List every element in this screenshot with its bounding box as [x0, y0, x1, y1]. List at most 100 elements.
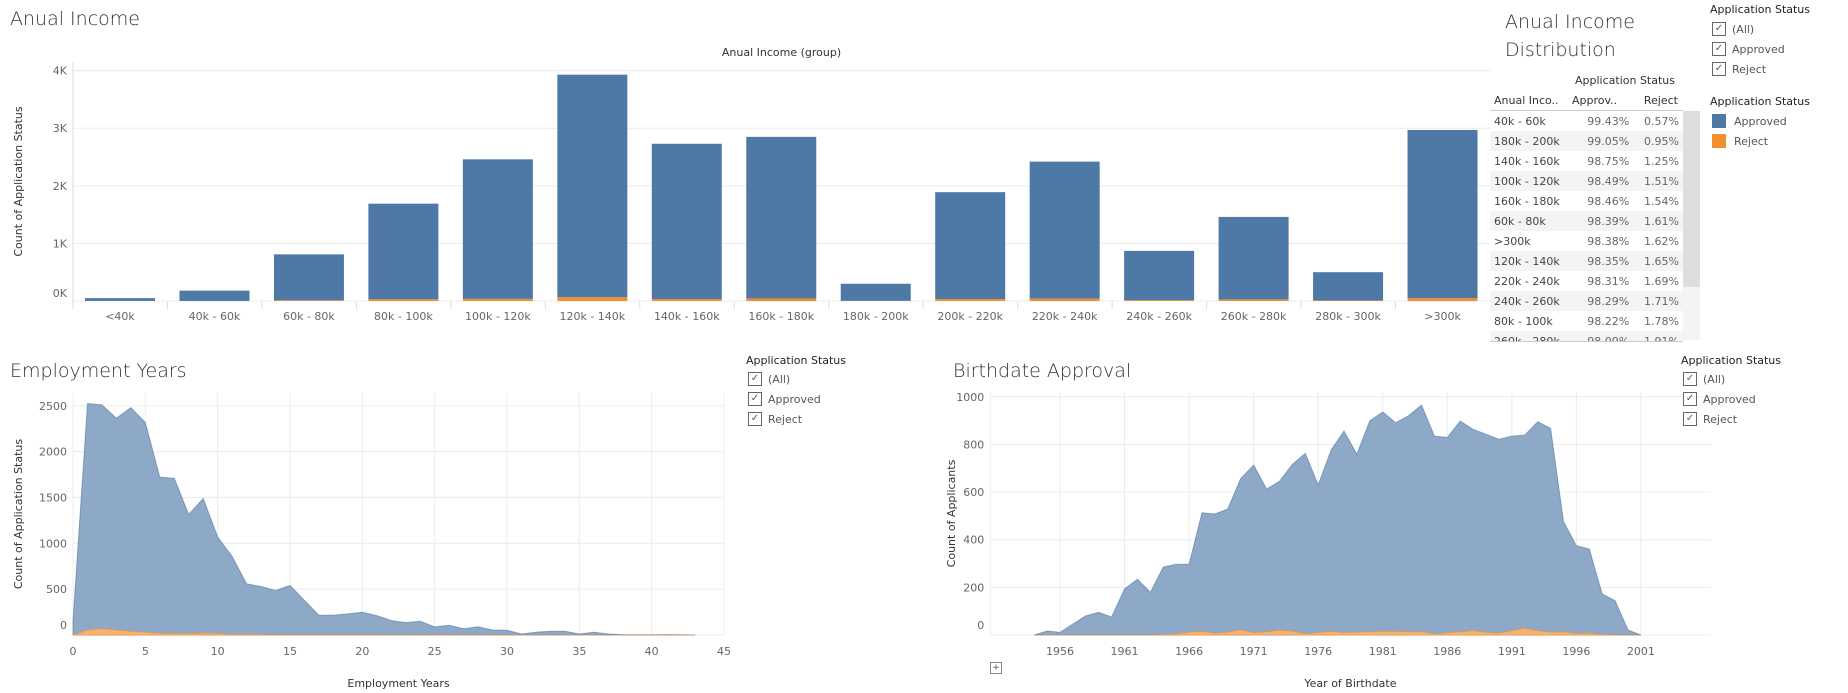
table-row[interactable]: 220k - 240k 98.31% 1.69%: [1490, 271, 1683, 291]
color-legend-title: Application Status: [1710, 95, 1811, 108]
filter-option-all[interactable]: ✓ (All): [1683, 372, 1725, 386]
filter-option-reject[interactable]: ✓ Reject: [1683, 412, 1737, 426]
x-tick-label: 25: [428, 645, 442, 658]
bar-approved: [935, 192, 1006, 300]
bar-reject: [1218, 299, 1289, 301]
filter-title: Application Status: [1710, 3, 1811, 16]
table-row[interactable]: 260k - 280k 98.09% 1.91%: [1490, 331, 1683, 341]
filter-option-all[interactable]: ✓ (All): [1712, 22, 1754, 36]
column-header-income[interactable]: Anual Inco..: [1494, 94, 1559, 107]
distribution-title: Anual Income Distribution: [1505, 8, 1635, 64]
filter-option-reject[interactable]: ✓ Reject: [748, 412, 802, 426]
checkbox-checked-icon[interactable]: ✓: [1683, 412, 1697, 426]
table-row[interactable]: >300k 98.38% 1.62%: [1490, 231, 1683, 251]
filter-option-reject[interactable]: ✓ Reject: [1712, 62, 1766, 76]
x-tick-label: 45: [717, 645, 731, 658]
cell-income-group: 60k - 80k: [1490, 211, 1576, 231]
cell-income-group: 220k - 240k: [1494, 274, 1560, 288]
bar-reject: [1407, 298, 1478, 301]
cell-income-group: 140k - 160k: [1494, 154, 1560, 168]
y-tick-label: 500: [46, 583, 67, 596]
x-tick-label: 1966: [1175, 645, 1203, 658]
filter-option-label: (All): [768, 372, 791, 386]
x-tick-label: 200k - 220k: [937, 310, 1003, 323]
color-swatch: [1712, 134, 1726, 148]
filter-option-all[interactable]: ✓ (All): [748, 372, 790, 386]
x-tick-label: 2001: [1627, 645, 1655, 658]
x-tick-label: 160k - 180k: [748, 310, 814, 323]
checkbox-checked-icon[interactable]: ✓: [1712, 62, 1726, 76]
y-tick-label: 1000: [39, 537, 67, 550]
checkbox-checked-icon[interactable]: ✓: [1683, 392, 1697, 406]
table-scrollbar-thumb[interactable]: [1683, 111, 1700, 287]
color-legend-label: Approved: [1734, 114, 1787, 128]
cell-approved-pct: 99.05%: [1575, 131, 1634, 151]
x-tick-label: 1971: [1240, 645, 1268, 658]
table-row[interactable]: 80k - 100k 98.22% 1.78%: [1490, 311, 1683, 331]
income-chart-title: Anual Income: [10, 8, 140, 30]
table-row[interactable]: 100k - 120k 98.49% 1.51%: [1490, 171, 1683, 191]
filter-option-approved[interactable]: ✓ Approved: [748, 392, 821, 406]
bar-reject: [557, 297, 628, 301]
cell-approved-pct: 98.49%: [1575, 171, 1634, 191]
area-reject: [72, 628, 696, 636]
cell-reject-pct: 1.61%: [1633, 211, 1683, 231]
filter-option-approved[interactable]: ✓ Approved: [1683, 392, 1756, 406]
checkbox-checked-icon[interactable]: ✓: [748, 392, 762, 406]
bar-approved: [179, 290, 250, 301]
income-chart-header: Anual Income (group): [721, 46, 842, 59]
table-row[interactable]: 140k - 160k 98.75% 1.25%: [1490, 151, 1683, 171]
color-legend-item[interactable]: Reject: [1712, 134, 1768, 148]
bar-reject: [746, 298, 817, 301]
expand-icon[interactable]: +: [990, 662, 1002, 674]
y-tick-label: 0K: [53, 287, 68, 300]
column-header-approved[interactable]: Approv..: [1572, 94, 1618, 107]
y-tick-label: 200: [963, 581, 984, 594]
bar-approved: [1029, 161, 1100, 299]
cell-approved-pct: 98.46%: [1587, 194, 1630, 208]
table-row[interactable]: 240k - 260k 98.29% 1.71%: [1490, 291, 1683, 311]
x-tick-label: 280k - 300k: [1315, 310, 1381, 323]
y-tick-label: 600: [963, 486, 984, 499]
filter-option-label: Approved: [1703, 392, 1756, 406]
area-approved: [1034, 404, 1642, 636]
table-row[interactable]: 180k - 200k 99.05% 0.95%: [1490, 131, 1683, 151]
cell-approved-pct: 98.31%: [1587, 274, 1630, 288]
column-header-reject[interactable]: Reject: [1643, 94, 1678, 107]
bar-reject: [1029, 298, 1100, 301]
cell-approved-pct: 98.35%: [1575, 251, 1634, 271]
table-row[interactable]: 120k - 140k 98.35% 1.65%: [1490, 251, 1683, 271]
x-tick-label: 0: [70, 645, 77, 658]
area-approved: [72, 402, 696, 636]
cell-reject-pct: 0.57%: [1644, 114, 1679, 128]
bar-reject: [1124, 300, 1195, 301]
y-tick-label: 0: [60, 619, 67, 632]
x-tick-label: 60k - 80k: [283, 310, 335, 323]
bar-approved: [1407, 129, 1478, 299]
filter-option-approved[interactable]: ✓ Approved: [1712, 42, 1785, 56]
birthdate-chart-title: Birthdate Approval: [953, 360, 1132, 382]
area-reject: [1034, 627, 1641, 636]
cell-reject-pct: 1.54%: [1644, 194, 1679, 208]
bar-approved: [85, 298, 155, 301]
x-tick-label: >300k: [1424, 310, 1461, 323]
checkbox-checked-icon[interactable]: ✓: [1712, 42, 1726, 56]
checkbox-checked-icon[interactable]: ✓: [748, 372, 762, 386]
cell-income-group: 100k - 120k: [1490, 171, 1576, 191]
table-scrollbar-track[interactable]: [1683, 111, 1700, 340]
cell-reject-pct: 1.91%: [1633, 331, 1683, 341]
checkbox-checked-icon[interactable]: ✓: [1683, 372, 1697, 386]
cell-approved-pct: 98.09%: [1575, 331, 1634, 341]
table-row[interactable]: 40k - 60k 99.43% 0.57%: [1490, 111, 1683, 131]
checkbox-checked-icon[interactable]: ✓: [748, 412, 762, 426]
cell-reject-pct: 1.78%: [1644, 314, 1679, 328]
bar-approved: [557, 74, 628, 298]
y-axis-title: Count of Application Status: [12, 439, 25, 590]
birthdate-filter-title: Application Status: [1681, 354, 1782, 367]
y-axis-title: Count of Application Status: [12, 106, 25, 257]
table-row[interactable]: 160k - 180k 98.46% 1.54%: [1490, 191, 1683, 211]
table-row[interactable]: 60k - 80k 98.39% 1.61%: [1490, 211, 1683, 231]
checkbox-checked-icon[interactable]: ✓: [1712, 22, 1726, 36]
color-legend-item[interactable]: Approved: [1712, 114, 1787, 128]
